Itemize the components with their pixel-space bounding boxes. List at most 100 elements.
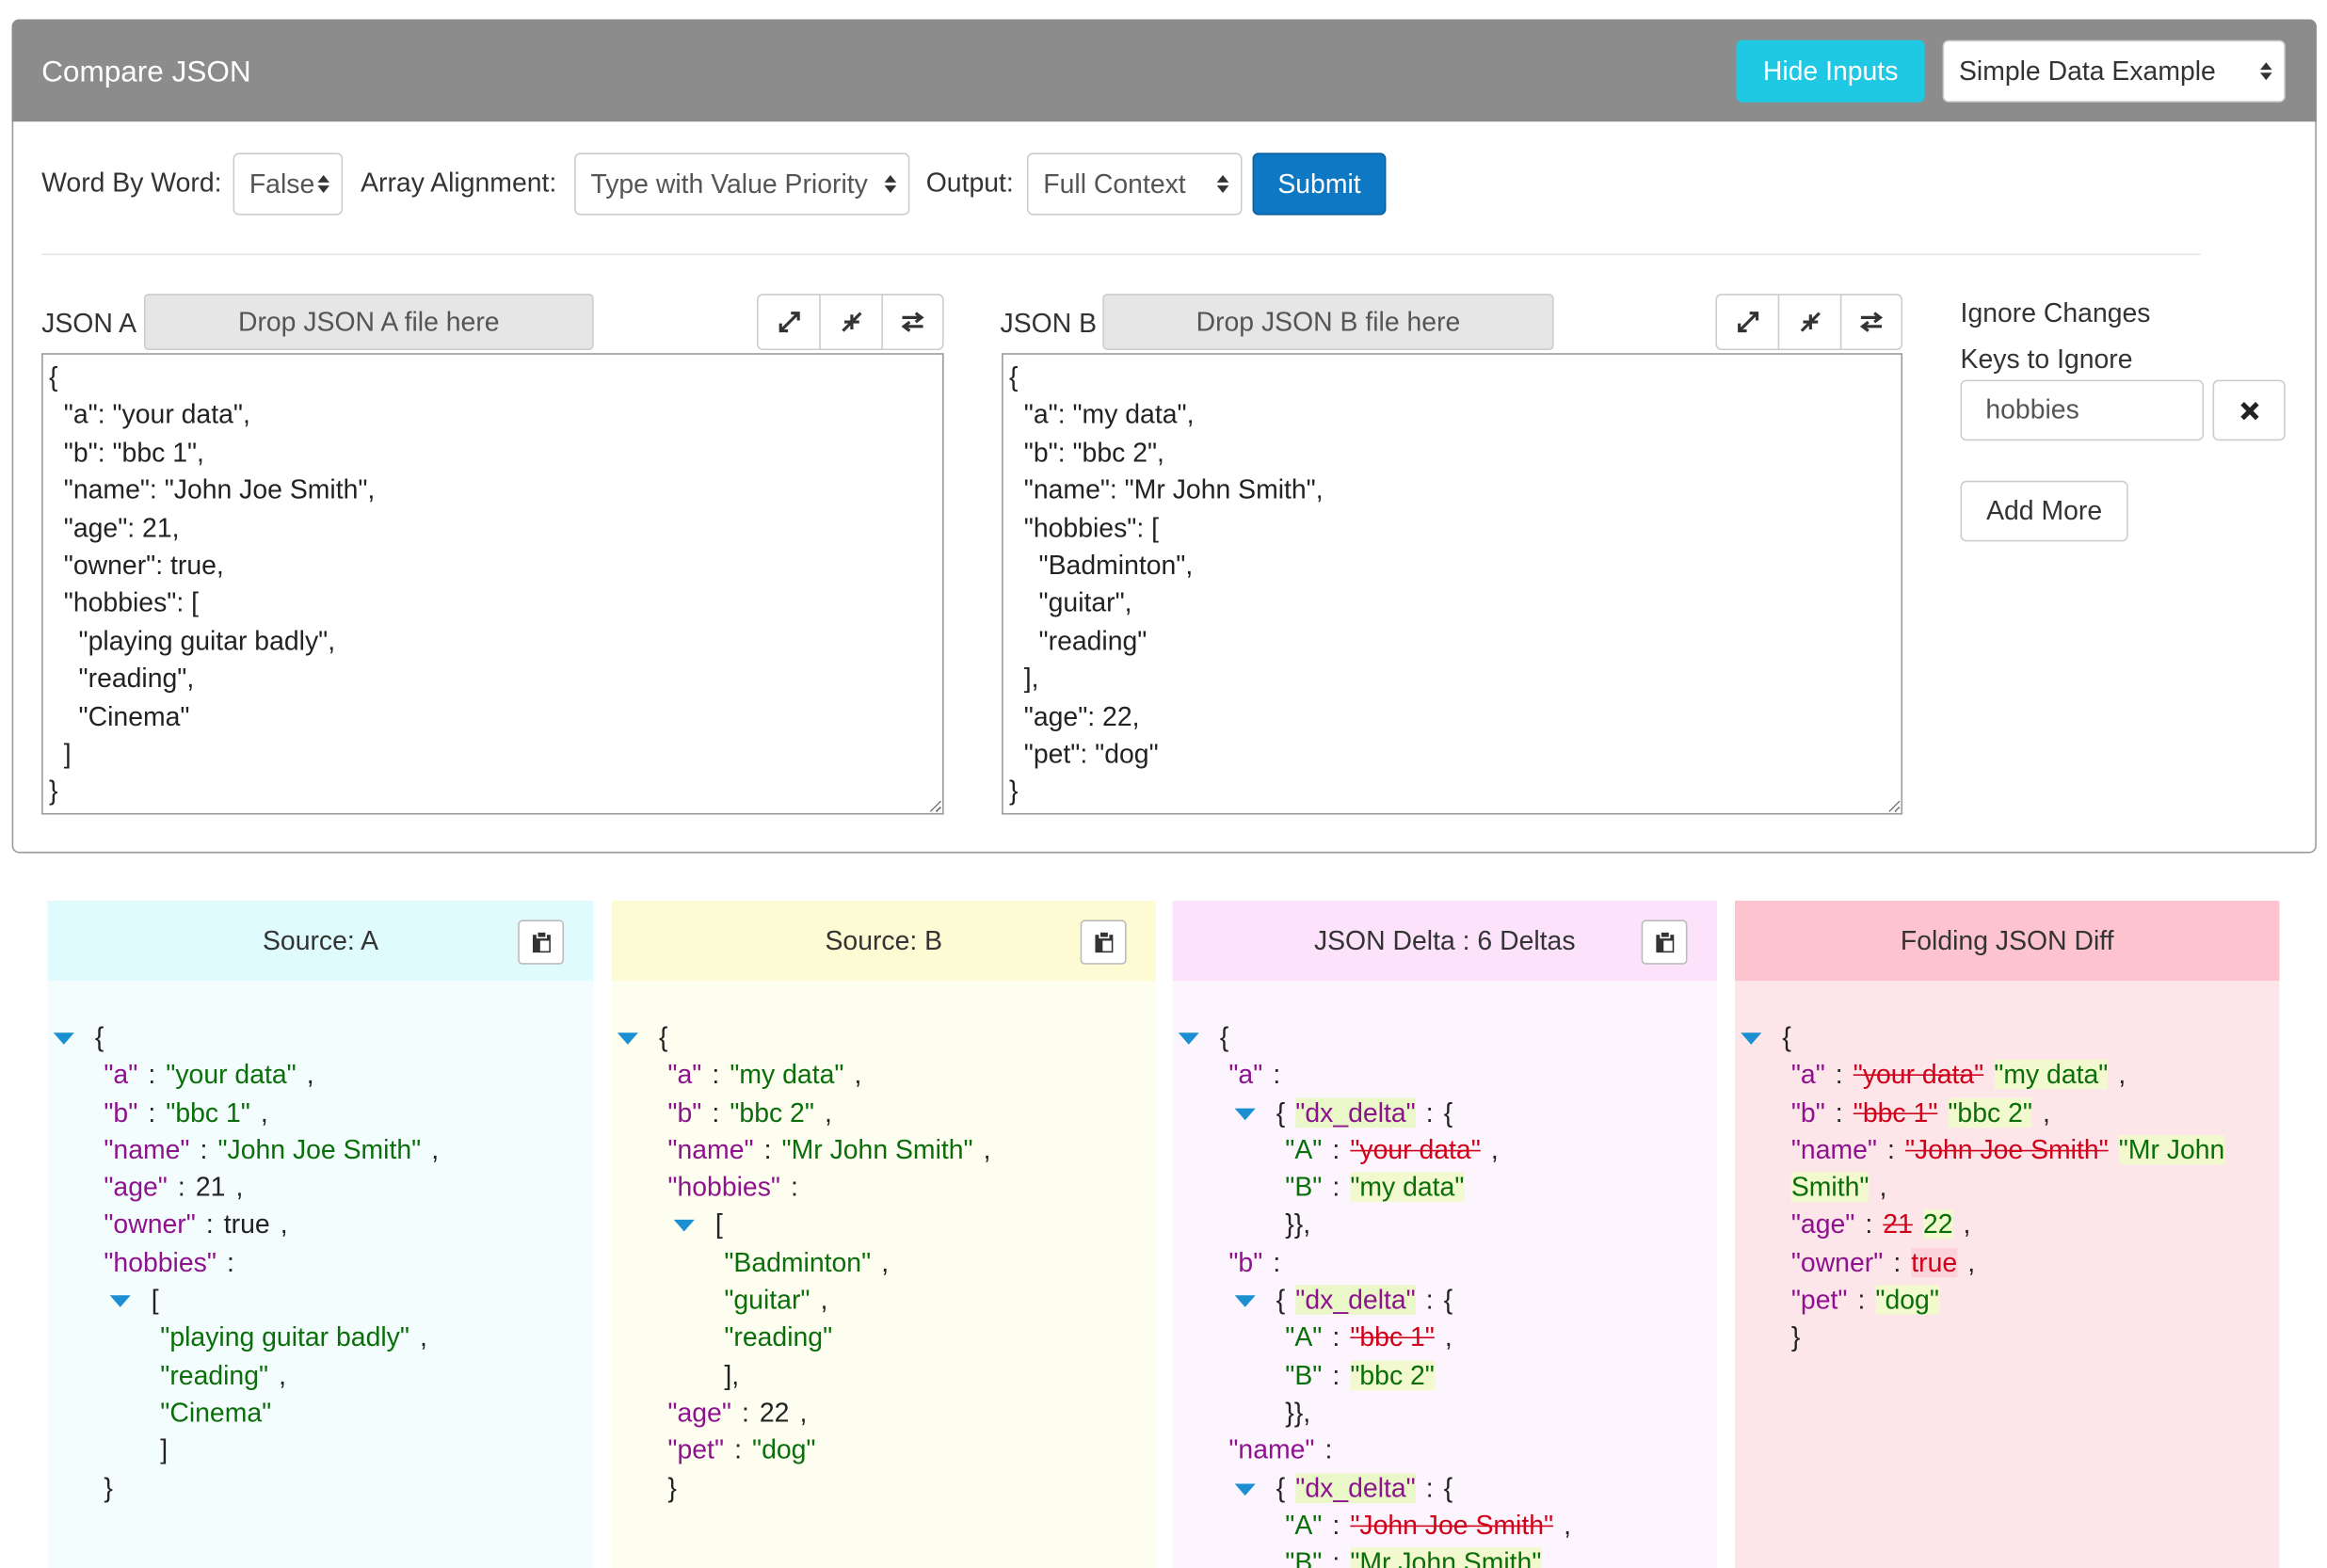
token: } bbox=[667, 1472, 677, 1503]
token: "bbc 1" bbox=[166, 1096, 250, 1128]
tree-line: "a": "your data" "my data", bbox=[1735, 1057, 2280, 1095]
token: [ bbox=[714, 1209, 723, 1240]
token: , bbox=[1444, 1322, 1452, 1352]
array-alignment-select[interactable]: Type with Value Priority bbox=[574, 152, 910, 216]
token: "your data" bbox=[166, 1060, 297, 1090]
token: : bbox=[712, 1060, 720, 1090]
expand-icon bbox=[1737, 312, 1758, 333]
token: "bbc 2" bbox=[1350, 1360, 1435, 1390]
token: "a" bbox=[667, 1060, 702, 1090]
word-by-word-select[interactable]: False bbox=[233, 152, 344, 216]
token: "B" bbox=[1285, 1172, 1323, 1203]
toggle[interactable] bbox=[109, 1295, 131, 1308]
token: "your data" bbox=[1350, 1134, 1481, 1165]
json-a-drop-zone[interactable]: Drop JSON A file here bbox=[143, 294, 594, 351]
panel-title: Source: A bbox=[262, 924, 379, 955]
tree-line: [ bbox=[47, 1282, 593, 1320]
toggle[interactable] bbox=[1741, 1032, 1762, 1045]
toggle[interactable] bbox=[617, 1032, 638, 1045]
tree-line: "a": "my data", bbox=[612, 1057, 1157, 1095]
swap-icon bbox=[901, 312, 924, 332]
clipboard-icon bbox=[1094, 931, 1113, 953]
hide-inputs-button[interactable]: Hide Inputs bbox=[1736, 40, 1925, 103]
token: , bbox=[1963, 1209, 1971, 1240]
expand-button[interactable] bbox=[1715, 294, 1780, 351]
token: "dx_delta" bbox=[1295, 1472, 1416, 1503]
json-b-drop-zone[interactable]: Drop JSON B file here bbox=[1102, 294, 1554, 351]
toggle[interactable] bbox=[1234, 1482, 1256, 1496]
token: "guitar" bbox=[724, 1285, 810, 1315]
output-select[interactable]: Full Context bbox=[1026, 152, 1243, 216]
swap-button[interactable] bbox=[881, 294, 944, 351]
copy-button[interactable] bbox=[1080, 920, 1127, 965]
remove-key-button[interactable] bbox=[2212, 379, 2286, 441]
token: "my data" bbox=[730, 1060, 844, 1090]
example-select[interactable]: Simple Data Example bbox=[1942, 40, 2286, 103]
toggle[interactable] bbox=[1234, 1108, 1256, 1120]
tree-line: { bbox=[612, 1019, 1157, 1057]
json-b-input[interactable]: { "a": "my data", "b": "bbc 2", "name": … bbox=[1002, 353, 1903, 815]
tree-line: } bbox=[47, 1470, 593, 1508]
select-arrow bbox=[884, 175, 897, 193]
ignore-key-input[interactable]: hobbies bbox=[1960, 379, 2205, 441]
token: , bbox=[983, 1134, 991, 1165]
tree-line: "guitar", bbox=[612, 1282, 1157, 1320]
token: { bbox=[1276, 1285, 1286, 1315]
token: } bbox=[1790, 1322, 1801, 1352]
tree-line: }}, bbox=[1172, 1207, 1717, 1244]
panel-header: Folding JSON Diff bbox=[1734, 900, 2280, 982]
swap-button[interactable] bbox=[1839, 294, 1903, 351]
add-more-button[interactable]: Add More bbox=[1960, 480, 2128, 542]
token: : bbox=[1332, 1134, 1340, 1165]
expand-button[interactable] bbox=[757, 294, 821, 351]
tree-line: "hobbies": bbox=[47, 1244, 593, 1282]
select-arrow bbox=[2260, 62, 2272, 81]
toggle[interactable] bbox=[53, 1032, 74, 1045]
token: "name" bbox=[104, 1134, 190, 1165]
tree-line: "name": "John Joe Smith" "Mr John Smith", bbox=[1735, 1132, 2280, 1208]
ignore-key-value: hobbies bbox=[1985, 394, 2079, 424]
compress-button[interactable] bbox=[1777, 294, 1842, 351]
token: "b" bbox=[1790, 1096, 1825, 1128]
token: "bbc 2" bbox=[730, 1096, 814, 1128]
token: "name" bbox=[1790, 1134, 1877, 1165]
token: "owner" bbox=[1790, 1247, 1884, 1278]
token: "bbc 2" bbox=[1948, 1096, 2032, 1128]
token: "owner" bbox=[104, 1209, 196, 1240]
token: , bbox=[799, 1398, 808, 1428]
json-a-input[interactable]: { "a": "your data", "b": "bbc 1", "name"… bbox=[41, 353, 944, 815]
panel-title: JSON Delta : 6 Deltas bbox=[1313, 924, 1576, 955]
panel-title: Source: B bbox=[825, 924, 943, 955]
token: : bbox=[177, 1172, 185, 1203]
panel-title: Folding JSON Diff bbox=[1900, 924, 2114, 955]
token: : bbox=[712, 1096, 720, 1128]
word-by-word-label: Word By Word: bbox=[41, 168, 222, 198]
compress-button[interactable] bbox=[819, 294, 884, 351]
token: : bbox=[734, 1434, 742, 1465]
toggle[interactable] bbox=[673, 1220, 695, 1233]
token: , bbox=[1564, 1510, 1572, 1541]
copy-button[interactable] bbox=[1641, 920, 1688, 965]
token: "bbc 1" bbox=[1350, 1322, 1435, 1352]
remove-icon bbox=[2239, 401, 2258, 420]
toggle[interactable] bbox=[1234, 1295, 1256, 1308]
example-select-value: Simple Data Example bbox=[1958, 56, 2216, 86]
copy-button[interactable] bbox=[518, 920, 565, 965]
token: "b" bbox=[1228, 1247, 1263, 1278]
token: , bbox=[306, 1060, 314, 1090]
token: : bbox=[1887, 1134, 1895, 1165]
token: : bbox=[1332, 1547, 1340, 1568]
toggle[interactable] bbox=[1178, 1032, 1199, 1045]
clipboard-icon bbox=[532, 931, 551, 953]
token: "bbc 1" bbox=[1853, 1096, 1938, 1128]
token: "age" bbox=[667, 1398, 731, 1428]
token: "age" bbox=[1790, 1209, 1855, 1240]
token: }}, bbox=[1285, 1209, 1311, 1240]
token: , bbox=[820, 1285, 828, 1315]
word-by-word-value: False bbox=[249, 168, 315, 199]
tree-line: "B": "my data" bbox=[1172, 1170, 1717, 1208]
submit-button[interactable]: Submit bbox=[1252, 152, 1387, 216]
tree-line: { bbox=[1172, 1019, 1717, 1057]
